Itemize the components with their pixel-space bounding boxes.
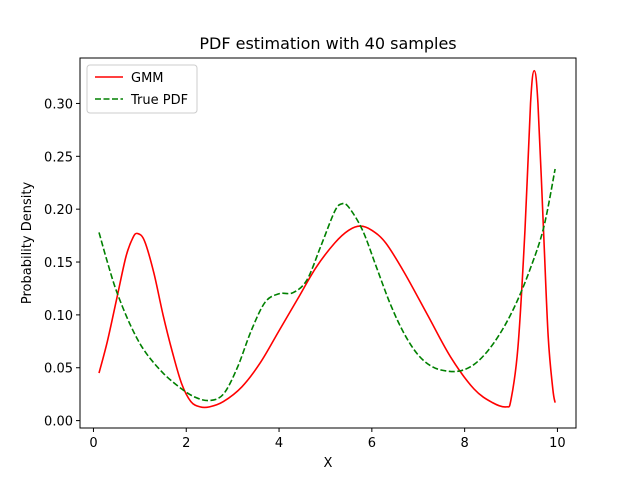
series-line-true-pdf <box>98 168 556 402</box>
y-tick-label: 0.25 <box>44 150 73 165</box>
x-axis-title: X <box>324 456 333 471</box>
y-axis: 0.00 0.05 0.10 0.15 0.20 0.25 0.30 <box>44 97 80 430</box>
x-tick-label: 2 <box>182 436 190 451</box>
legend: GMM True PDF <box>86 64 198 114</box>
y-tick-label: 0.15 <box>44 256 73 271</box>
x-tick-label: 4 <box>275 436 283 451</box>
y-tick-label: 0.10 <box>44 309 73 324</box>
plot-frame <box>79 57 577 429</box>
x-tick-label: 6 <box>368 436 376 451</box>
x-axis: 0 2 4 6 8 10 <box>89 428 566 451</box>
y-axis-title: Probability Density <box>20 182 35 305</box>
x-tick-label: 10 <box>549 436 566 451</box>
chart-title: PDF estimation with 40 samples <box>199 34 456 53</box>
series-line-gmm <box>98 69 556 409</box>
legend-label: True PDF <box>130 93 188 108</box>
x-tick-label: 8 <box>461 436 469 451</box>
y-tick-label: 0.30 <box>44 97 73 112</box>
y-tick-label: 0.05 <box>44 362 73 377</box>
legend-label: GMM <box>131 71 164 86</box>
y-tick-label: 0.00 <box>44 415 73 430</box>
x-tick-label: 0 <box>89 436 97 451</box>
series-layer <box>98 69 556 409</box>
y-tick-label: 0.20 <box>44 203 73 218</box>
